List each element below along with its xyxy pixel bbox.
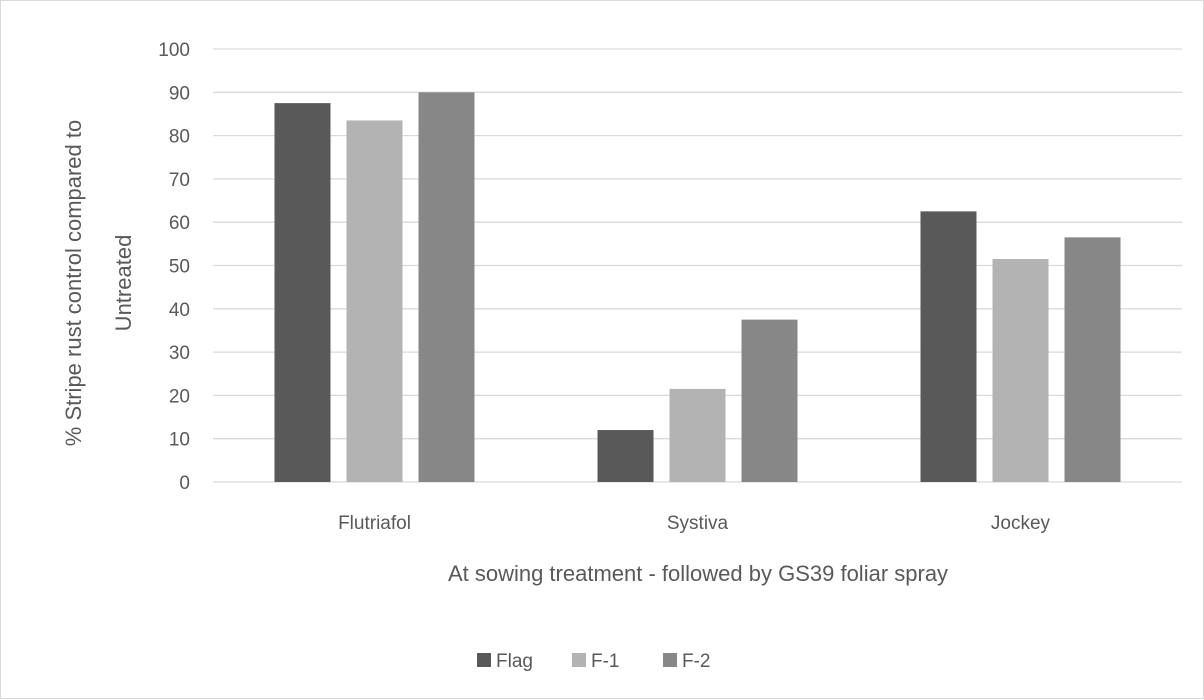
- y-tick-labels: 0 10 20 30 40 50 60 70 80 90 100: [158, 40, 190, 494]
- y-tick-label: 30: [169, 343, 190, 364]
- legend-swatch-flag: [477, 653, 491, 667]
- bar-f-2-systiva: [741, 319, 798, 482]
- bar-f-1-jockey: [992, 259, 1049, 482]
- legend-swatch-f-2: [663, 653, 677, 667]
- y-tick-label: 60: [169, 213, 190, 234]
- y-tick-label: 90: [169, 83, 190, 104]
- y-tick-label: 80: [169, 127, 190, 148]
- y-tick-label: 10: [169, 430, 190, 451]
- y-axis-title-line-2: Untreated: [111, 235, 136, 332]
- legend-label-flag: Flag: [496, 651, 533, 672]
- bar-flag-systiva: [597, 430, 654, 482]
- y-tick-label: 20: [169, 386, 190, 407]
- legend-label-f-1: F-1: [591, 651, 620, 672]
- legend-label-f-2: F-2: [682, 651, 711, 672]
- legend-swatch-f-1: [572, 653, 586, 667]
- bar-f-1-flutriafol: [346, 120, 403, 482]
- y-tick-label: 0: [179, 473, 190, 494]
- legend: Flag F-1 F-2: [477, 651, 711, 672]
- bar-flag-flutriafol: [274, 103, 331, 482]
- x-tick-label: Systiva: [667, 513, 729, 534]
- y-tick-label: 50: [169, 257, 190, 278]
- bar-flag-jockey: [920, 211, 977, 482]
- x-tick-label: Flutriafol: [338, 513, 411, 534]
- bar-f-2-flutriafol: [418, 92, 475, 483]
- x-axis-title: At sowing treatment - followed by GS39 f…: [448, 561, 948, 586]
- bar-f-1-systiva: [669, 388, 726, 482]
- bars: [274, 92, 1121, 483]
- y-axis-title: % Stripe rust control compared to Untrea…: [61, 120, 136, 446]
- x-tick-labels: Flutriafol Systiva Jockey: [338, 513, 1050, 534]
- y-tick-label: 100: [158, 40, 190, 61]
- y-tick-label: 70: [169, 170, 190, 191]
- x-tick-label: Jockey: [991, 513, 1051, 534]
- y-axis-title-line-1: % Stripe rust control compared to: [61, 120, 86, 446]
- bar-f-2-jockey: [1064, 237, 1121, 482]
- y-tick-label: 40: [169, 300, 190, 321]
